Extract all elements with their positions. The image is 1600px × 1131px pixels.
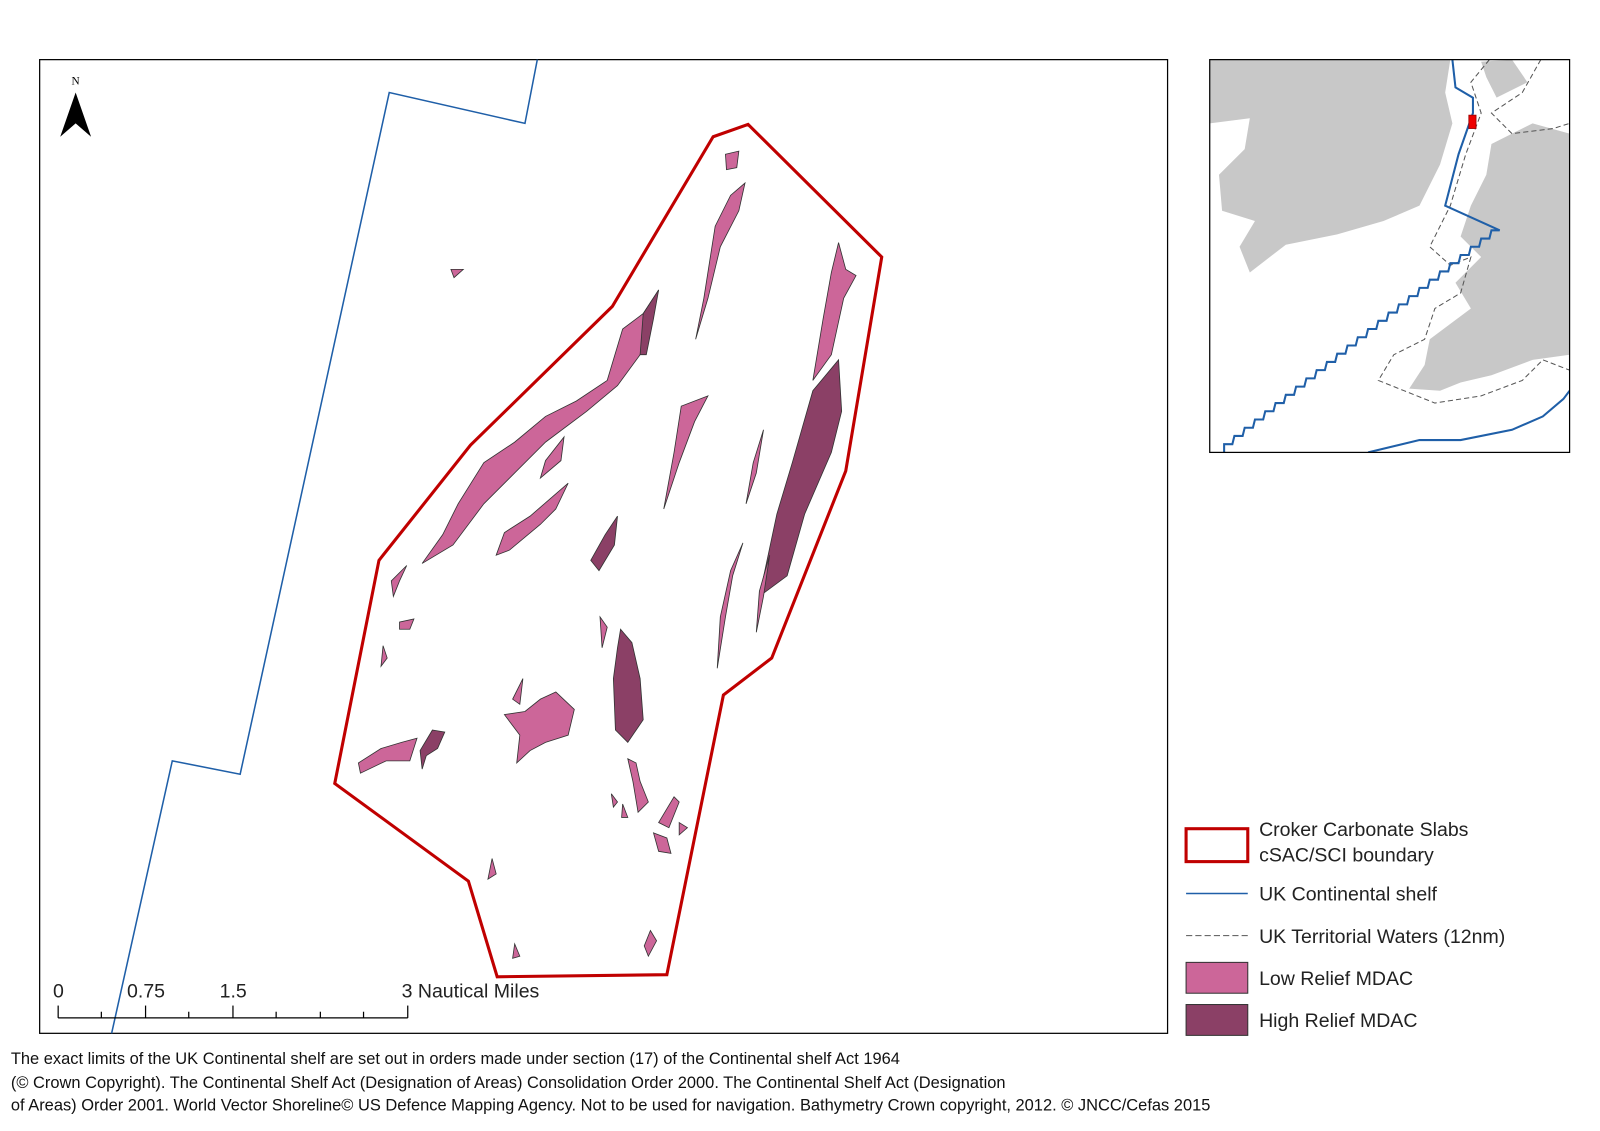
high-relief-patch — [419, 729, 446, 770]
low-relief-patch — [695, 181, 746, 340]
north-label: N — [72, 75, 80, 87]
low-relief-patch — [610, 793, 619, 809]
low-relief-patch — [599, 615, 608, 648]
legend-label: UK Continental shelf — [1259, 884, 1437, 906]
high-relief-patch — [639, 289, 660, 356]
legend-label: Croker Carbonate Slabs — [1259, 819, 1469, 841]
scale-label: 3 Nautical Miles — [402, 980, 540, 1002]
scale-bar — [57, 1005, 409, 1019]
legend-label: cSAC/SCI boundary — [1259, 845, 1434, 867]
low-relief-patch — [390, 565, 408, 598]
low-relief-patch — [663, 395, 709, 510]
legend-label: Low Relief MDAC — [1259, 968, 1413, 990]
inset-map — [1209, 59, 1571, 454]
footnote-line: (© Crown Copyright). The Continental She… — [11, 1074, 1006, 1092]
low-relief-patch — [755, 555, 771, 633]
legend-label: High Relief MDAC — [1259, 1010, 1417, 1032]
scale-label: 0 — [53, 980, 64, 1002]
low-relief-patch — [487, 858, 497, 880]
low-relief-patch — [357, 737, 418, 774]
site-boundary — [333, 122, 884, 979]
footnote-line: of Areas) Order 2001. World Vector Shore… — [11, 1096, 1211, 1114]
low-relief-patch — [621, 803, 629, 818]
legend-swatch-high — [1185, 1004, 1249, 1036]
legend-label: UK Territorial Waters (12nm) — [1259, 926, 1505, 948]
low-relief-patch — [421, 289, 660, 564]
high-relief-patch — [758, 358, 843, 598]
low-relief-patch — [495, 482, 569, 556]
low-relief-patch — [627, 758, 649, 814]
low-relief-patch — [725, 150, 740, 171]
low-relief-patch — [450, 268, 465, 279]
low-relief-patch — [380, 645, 388, 668]
low-relief-patch — [812, 242, 857, 381]
low-relief-patch — [745, 429, 764, 504]
footnote-line: The exact limits of the UK Continental s… — [11, 1050, 900, 1068]
high-relief-patch — [612, 628, 644, 743]
low-relief-patch — [503, 691, 575, 764]
scale-label: 1.5 — [220, 980, 247, 1002]
mdac-patches — [357, 150, 857, 959]
low-relief-patch — [658, 796, 680, 829]
north-arrow — [60, 92, 92, 137]
low-relief-patch — [512, 678, 524, 706]
high-relief-patch — [590, 515, 618, 572]
scale-label: 0.75 — [127, 980, 165, 1002]
legend-swatch-boundary — [1184, 827, 1250, 864]
low-relief-patch — [678, 821, 689, 836]
low-relief-patch — [539, 435, 565, 480]
low-relief-patch — [643, 929, 658, 958]
low-relief-patch — [399, 618, 415, 630]
legend-swatch-low — [1185, 961, 1249, 994]
continental-shelf-line — [110, 59, 539, 1034]
low-relief-patch — [512, 942, 521, 959]
low-relief-patch — [652, 832, 672, 854]
low-relief-patch — [716, 542, 744, 669]
